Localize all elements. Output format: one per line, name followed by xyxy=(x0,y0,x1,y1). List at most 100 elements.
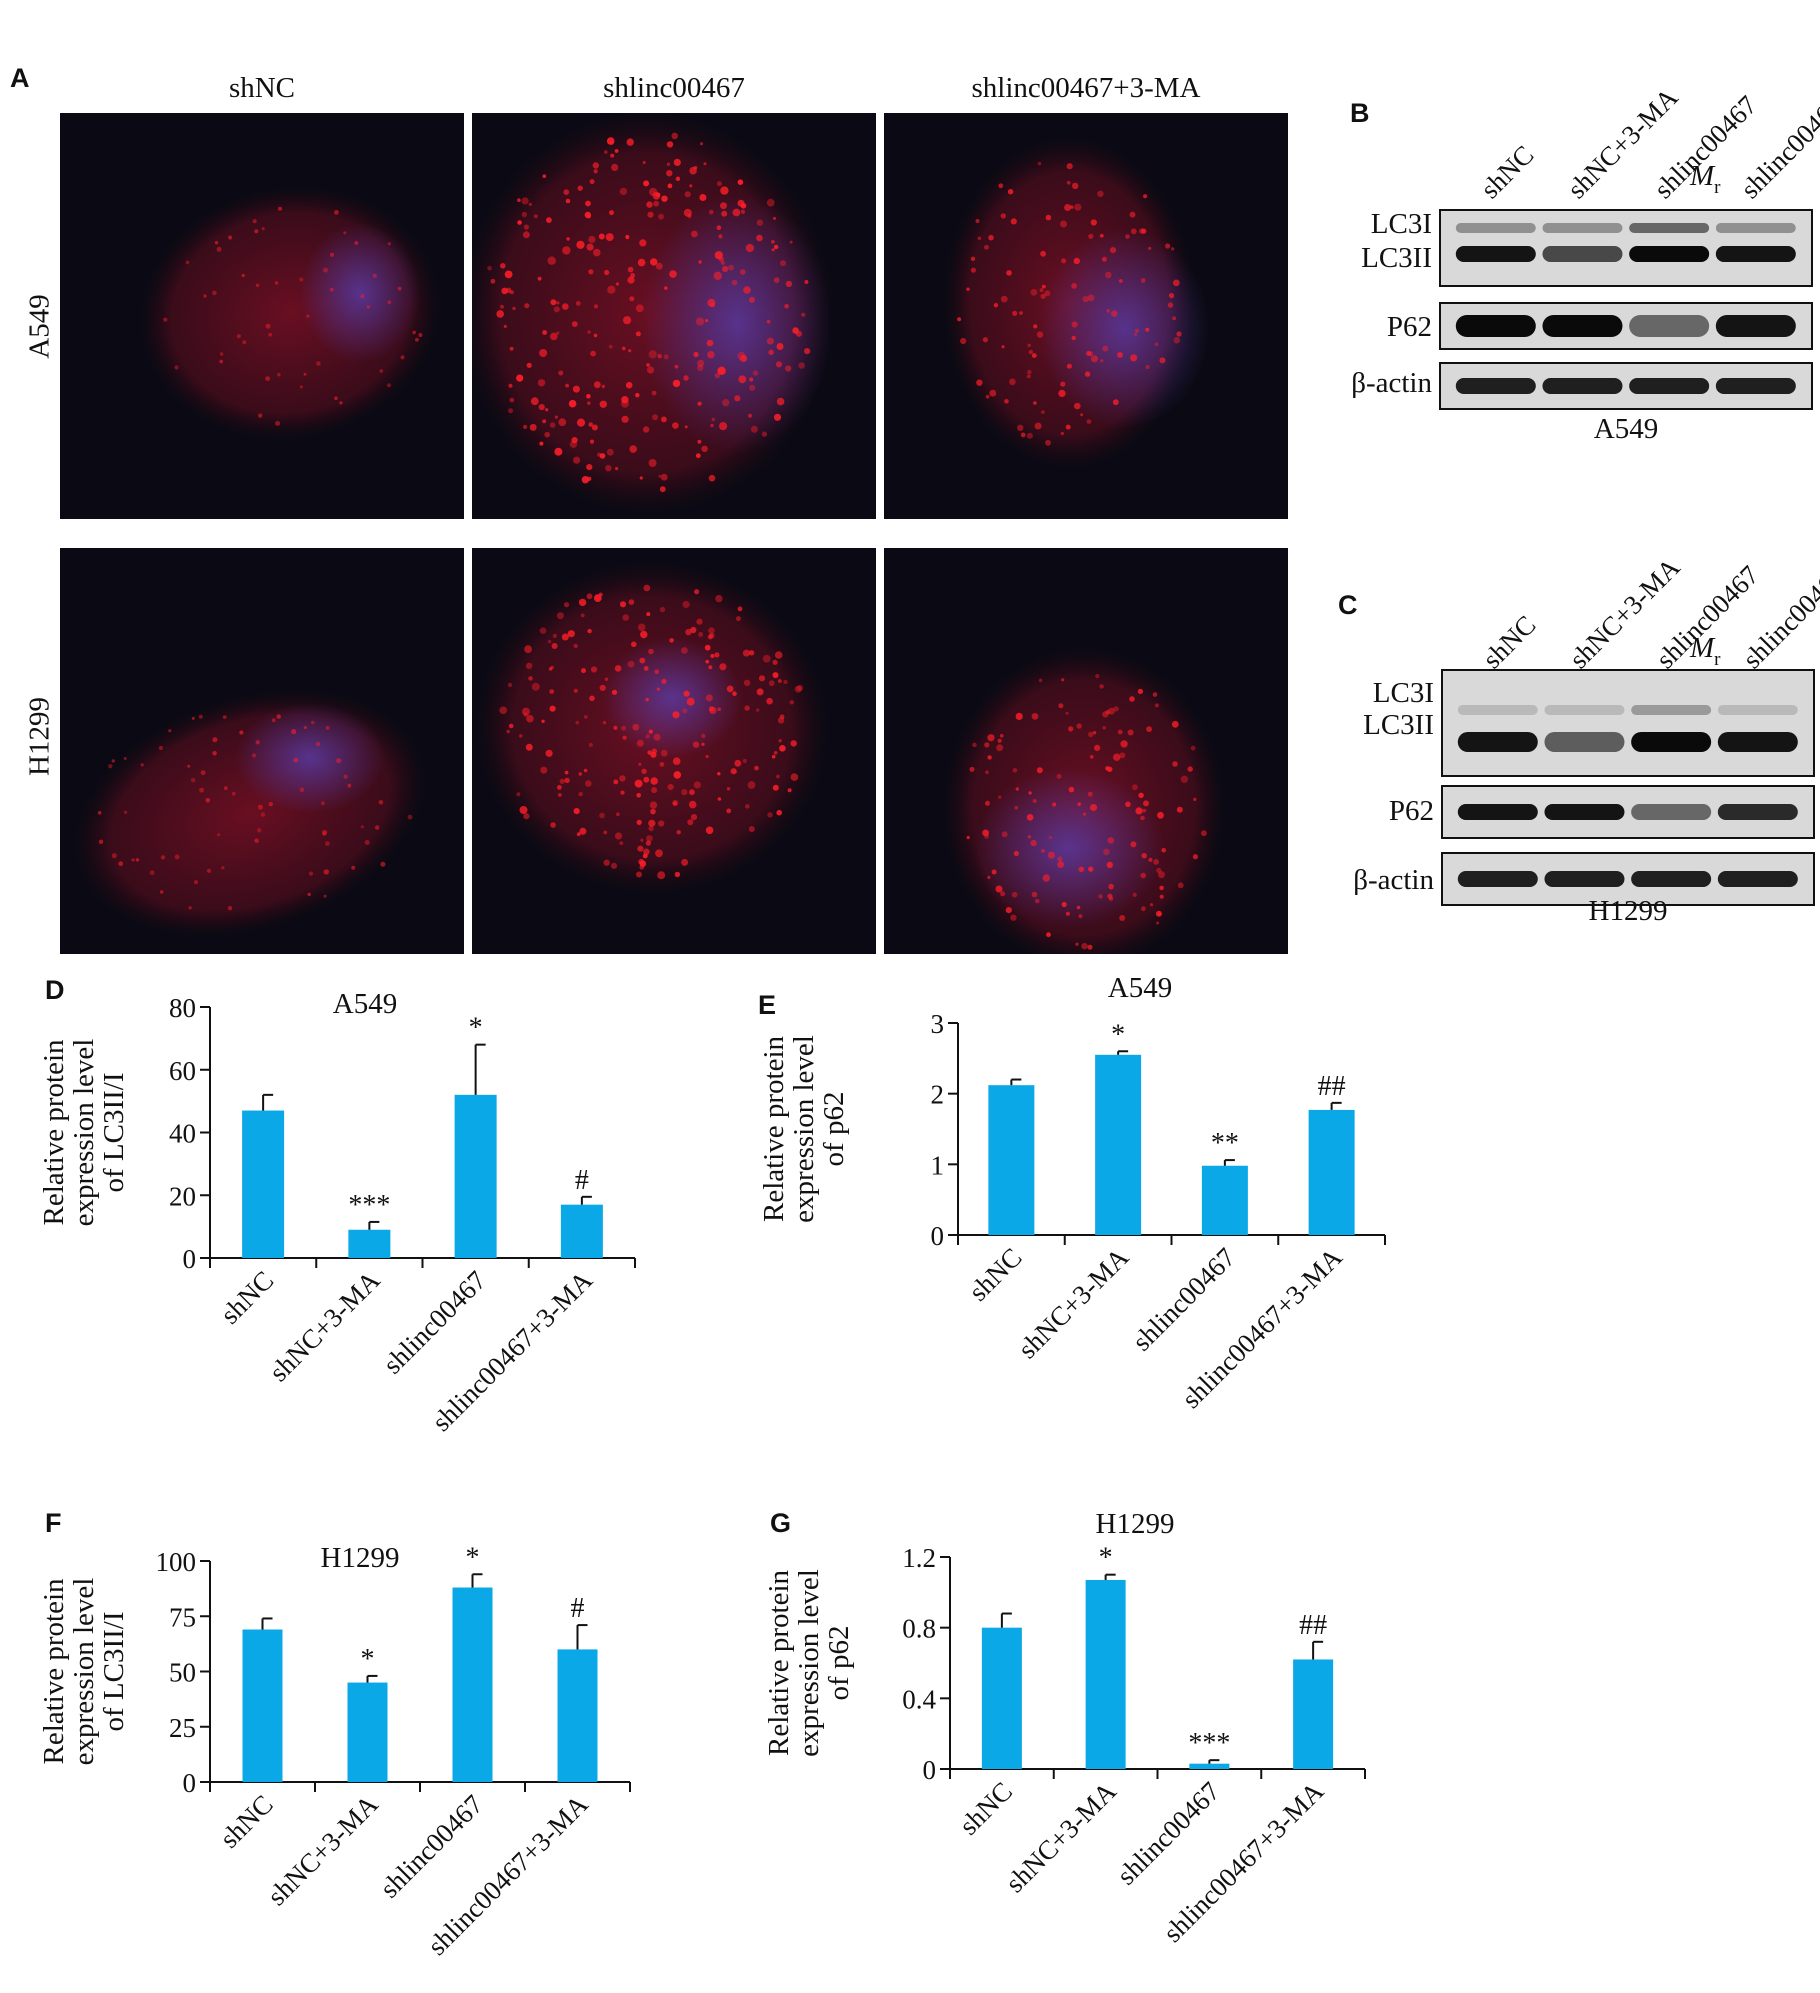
puncta xyxy=(1066,363,1072,369)
puncta xyxy=(1080,413,1084,417)
puncta xyxy=(692,741,700,748)
puncta xyxy=(715,594,723,603)
puncta xyxy=(573,808,580,815)
significance-mark: *** xyxy=(348,1190,390,1221)
puncta xyxy=(777,717,785,724)
puncta xyxy=(626,138,634,146)
puncta xyxy=(1060,220,1067,228)
puncta xyxy=(700,142,703,146)
band xyxy=(1544,732,1625,752)
puncta xyxy=(1038,678,1043,683)
y-axis-label: expression level xyxy=(788,1035,820,1223)
puncta xyxy=(508,383,513,388)
puncta xyxy=(635,393,640,398)
chart-title: H1299 xyxy=(321,1542,400,1574)
puncta xyxy=(1071,283,1077,289)
puncta xyxy=(636,819,642,825)
puncta xyxy=(1129,211,1136,218)
puncta xyxy=(658,820,665,827)
puncta xyxy=(653,733,661,741)
puncta xyxy=(709,706,717,715)
puncta xyxy=(748,650,755,656)
puncta xyxy=(614,149,619,153)
puncta xyxy=(1028,349,1034,355)
puncta xyxy=(748,413,752,418)
puncta xyxy=(1089,755,1094,759)
puncta xyxy=(977,236,982,240)
puncta xyxy=(756,234,763,242)
puncta xyxy=(526,714,534,723)
puncta xyxy=(708,665,713,670)
puncta xyxy=(691,230,698,238)
puncta xyxy=(347,783,352,788)
puncta xyxy=(1057,861,1065,868)
puncta xyxy=(615,282,619,286)
puncta xyxy=(593,381,601,389)
puncta xyxy=(607,285,616,294)
puncta xyxy=(687,819,694,826)
puncta xyxy=(982,829,989,837)
puncta xyxy=(689,184,693,188)
band xyxy=(1631,871,1712,887)
western-blot-b: shNC shNC+3-MAshlinc00467shlinc00467+3-MA… xyxy=(1351,32,1820,445)
puncta xyxy=(681,858,689,866)
puncta xyxy=(380,861,386,867)
puncta xyxy=(655,262,663,270)
puncta xyxy=(1108,707,1115,715)
puncta xyxy=(745,804,750,809)
puncta xyxy=(744,705,750,711)
puncta xyxy=(1061,678,1065,682)
puncta xyxy=(610,862,618,869)
puncta xyxy=(737,606,743,612)
bar xyxy=(1293,1659,1334,1769)
puncta xyxy=(412,330,416,335)
puncta xyxy=(622,614,629,621)
puncta xyxy=(1000,295,1008,303)
panel-label-b: B xyxy=(1350,98,1370,128)
puncta xyxy=(646,201,653,208)
puncta xyxy=(766,198,775,207)
puncta xyxy=(608,344,613,349)
puncta xyxy=(778,739,782,743)
puncta xyxy=(1187,766,1193,772)
y-axis-label: Relative protein xyxy=(38,1039,70,1226)
puncta xyxy=(642,853,648,859)
puncta xyxy=(594,304,598,309)
puncta xyxy=(762,654,771,663)
puncta xyxy=(976,379,983,386)
puncta xyxy=(796,684,804,691)
band xyxy=(1455,223,1536,233)
micrograph-a549-shnc xyxy=(60,113,464,519)
puncta xyxy=(325,725,330,730)
panel-label-d: D xyxy=(45,975,65,1005)
puncta xyxy=(257,828,262,833)
puncta xyxy=(646,612,651,617)
puncta xyxy=(1113,706,1119,712)
puncta xyxy=(519,806,528,814)
puncta xyxy=(639,865,644,870)
puncta xyxy=(1064,204,1072,211)
puncta xyxy=(1101,256,1107,262)
puncta xyxy=(418,333,423,337)
puncta xyxy=(307,892,311,897)
puncta xyxy=(1105,766,1110,771)
puncta xyxy=(636,871,642,878)
lane-label: shNC xyxy=(1475,140,1540,205)
puncta xyxy=(599,400,607,408)
puncta xyxy=(711,417,716,422)
puncta xyxy=(622,346,626,351)
puncta xyxy=(720,186,729,195)
puncta xyxy=(554,447,563,456)
bar xyxy=(1085,1579,1126,1769)
puncta xyxy=(1157,811,1164,819)
puncta xyxy=(683,690,690,697)
puncta xyxy=(260,812,266,817)
puncta xyxy=(756,708,760,712)
puncta xyxy=(580,613,585,618)
band-name: LC3I xyxy=(1371,208,1432,240)
puncta xyxy=(588,269,594,275)
puncta xyxy=(98,839,104,844)
puncta xyxy=(558,793,562,797)
puncta xyxy=(1010,914,1017,921)
nucleus xyxy=(602,638,742,758)
